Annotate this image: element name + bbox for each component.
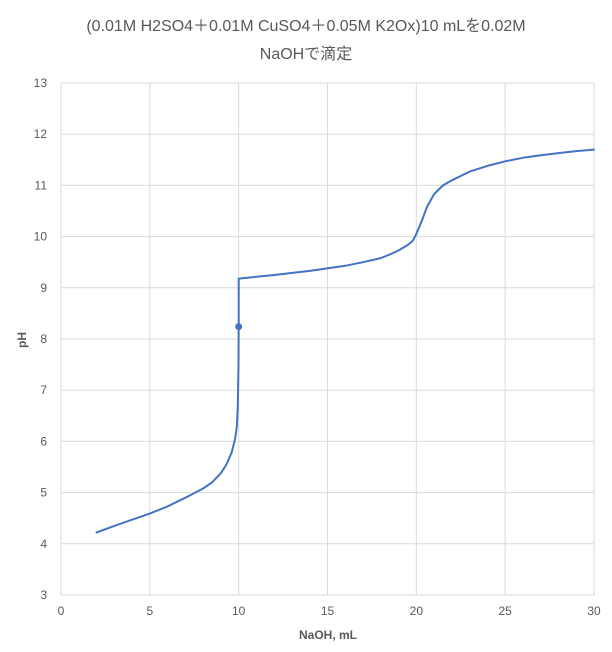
equivalence-point-marker xyxy=(235,323,243,331)
y-tick-label: 7 xyxy=(40,383,47,397)
y-tick-label: 9 xyxy=(40,281,47,295)
grid-lines xyxy=(60,82,595,596)
y-axis-ticks: 3 4 5 6 7 8 9 10 11 12 13 xyxy=(34,76,48,602)
chart-title-line-2: NaOHで滴定 xyxy=(259,46,353,63)
ph-curve xyxy=(95,148,595,534)
chart-title-line-1: (0.01M H2SO4＋0.01M CuSO4＋0.05M K2Ox)10 m… xyxy=(86,18,526,35)
x-axis-label: NaOH, mL xyxy=(299,628,357,642)
x-tick-label: 30 xyxy=(587,604,601,618)
y-tick-label: 8 xyxy=(40,332,47,346)
x-tick-label: 5 xyxy=(146,604,153,618)
y-tick-label: 6 xyxy=(40,434,47,448)
x-tick-label: 15 xyxy=(321,604,335,618)
y-tick-label: 5 xyxy=(40,486,47,500)
y-tick-label: 13 xyxy=(34,76,48,90)
x-axis-ticks: 0 5 10 15 20 25 30 xyxy=(58,604,601,618)
y-tick-label: 11 xyxy=(35,178,48,192)
y-tick-label: 4 xyxy=(40,537,47,551)
x-tick-label: 25 xyxy=(498,604,512,618)
y-axis-label: pH xyxy=(15,332,29,348)
x-tick-label: 20 xyxy=(410,604,424,618)
x-tick-label: 0 xyxy=(58,604,65,618)
x-tick-label: 10 xyxy=(232,604,246,618)
y-tick-label: 10 xyxy=(34,230,48,244)
y-tick-label: 12 xyxy=(34,127,48,141)
plot-area xyxy=(95,148,595,534)
y-tick-label: 3 xyxy=(40,588,47,602)
